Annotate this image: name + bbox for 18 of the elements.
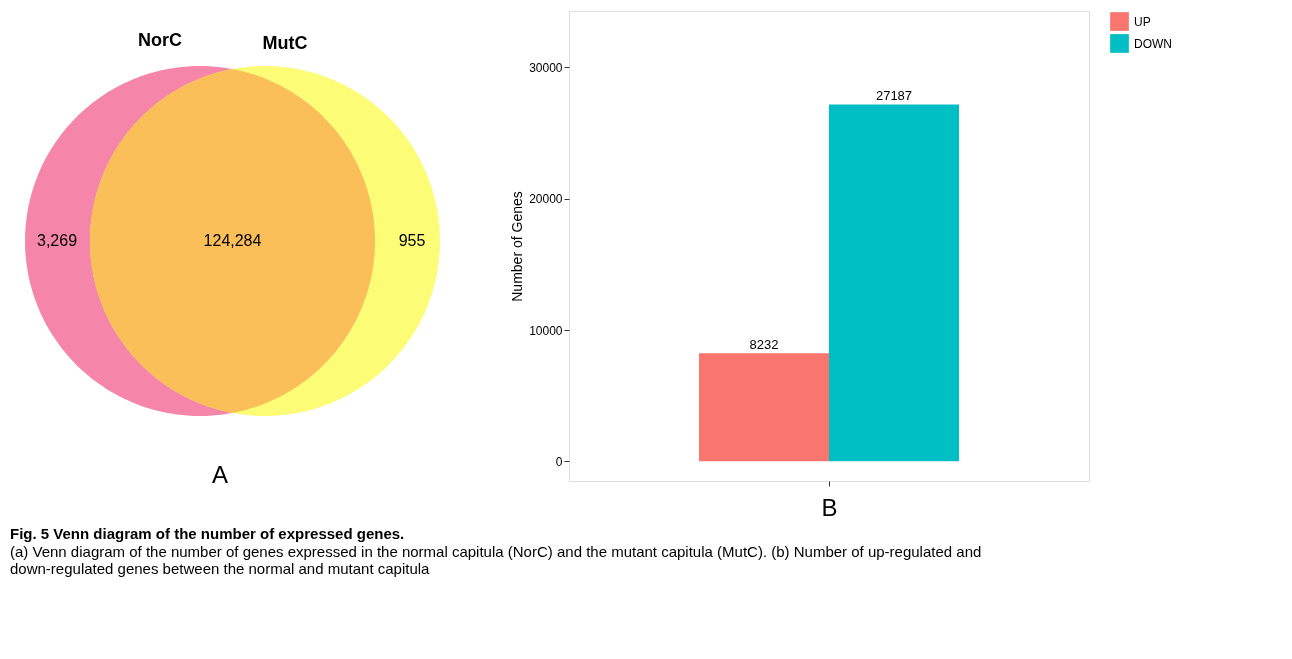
x-axis-title: B [821, 493, 838, 521]
text: (a) Venn diagram of the number of genes expressed in the normal capitula (NorC) and the mutant capitula (MutC). (b) Number of up-regulated and down-regulated genes between the normal and mutant capitula [10, 542, 982, 577]
legend-label: DOWN [1134, 36, 1172, 51]
y-axis-title: Number of Genes [509, 191, 526, 302]
y-tick-label: 20000 [529, 192, 563, 207]
data-label: 8232 [749, 337, 779, 353]
y-tick-label: 30000 [529, 60, 563, 75]
text: 3,269 [36, 232, 78, 249]
text: A [211, 461, 229, 488]
legend-label: UP [1134, 14, 1151, 29]
text: NorC [138, 30, 182, 50]
y-tick-label: 0 [555, 454, 563, 469]
data-label: 27187 [875, 88, 913, 104]
text: MutC [262, 33, 308, 53]
caption: Fig. 5 Venn diagram of the number of expressed genes. [10, 524, 405, 542]
y-tick-label: 10000 [529, 323, 563, 338]
text: 124,284 [203, 232, 262, 249]
text: 955 [398, 232, 426, 249]
